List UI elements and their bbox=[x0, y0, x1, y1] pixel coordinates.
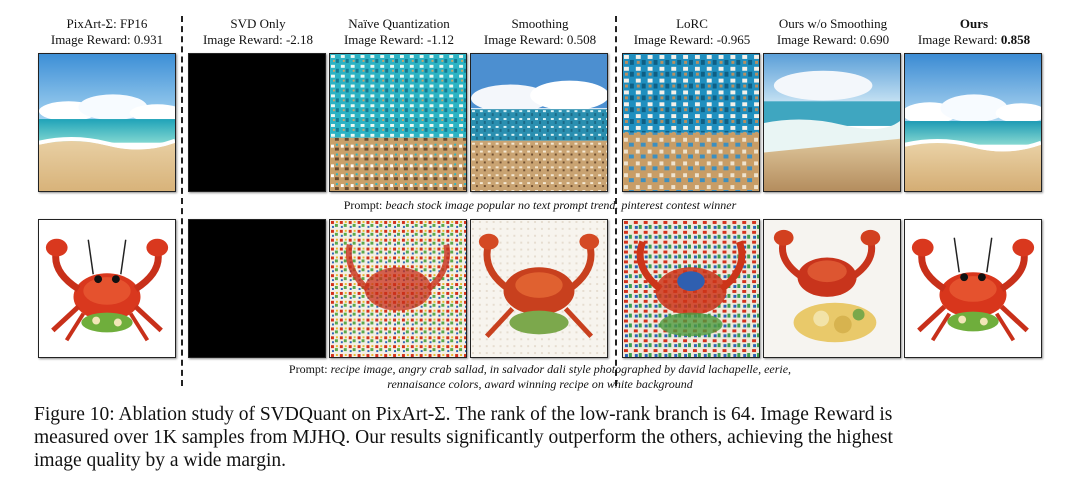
image-beach-naive-quantization bbox=[329, 53, 467, 192]
divider-left bbox=[181, 16, 183, 386]
col-reward: Image Reward: 0.931 bbox=[50, 32, 164, 47]
col-header-svd-only: SVD Only Image Reward: -2.18 bbox=[188, 16, 328, 48]
image-crab-lorc bbox=[622, 219, 760, 358]
image-beach-lorc bbox=[622, 53, 760, 192]
col-reward: Image Reward: -1.12 bbox=[343, 32, 455, 47]
col-title: PixArt-Σ: FP16 bbox=[66, 16, 148, 31]
col-reward: Image Reward: 0.690 bbox=[776, 32, 890, 47]
col-header-naive-quantization: Naïve Quantization Image Reward: -1.12 bbox=[329, 16, 469, 48]
divider-right bbox=[615, 16, 617, 386]
image-crab-fp16 bbox=[38, 219, 176, 358]
col-header-ours: Ours Image Reward: 0.858 bbox=[904, 16, 1044, 48]
col-title: LoRC bbox=[676, 16, 708, 31]
col-header-fp16: PixArt-Σ: FP16 Image Reward: 0.931 bbox=[37, 16, 177, 48]
col-title: SVD Only bbox=[230, 16, 286, 31]
col-title: Ours w/o Smoothing bbox=[778, 16, 888, 31]
image-crab-ours-wo-smoothing bbox=[763, 219, 901, 358]
col-title: Smoothing bbox=[511, 16, 569, 31]
caption-line: image quality by a wide margin. bbox=[34, 450, 286, 471]
image-crab-naive-quantization bbox=[329, 219, 467, 358]
col-reward: Image Reward: 0.508 bbox=[483, 32, 597, 47]
col-header-ours-wo-smoothing: Ours w/o Smoothing Image Reward: 0.690 bbox=[763, 16, 903, 48]
col-reward: Image Reward: -0.965 bbox=[633, 32, 751, 47]
col-reward: Image Reward: -2.18 bbox=[202, 32, 314, 47]
caption-line: Figure 10: Ablation study of SVDQuant on… bbox=[34, 404, 893, 425]
col-header-smoothing: Smoothing Image Reward: 0.508 bbox=[470, 16, 610, 48]
col-reward: Image Reward: 0.858 bbox=[917, 32, 1031, 47]
col-title: Naïve Quantization bbox=[348, 16, 450, 31]
image-beach-ours-wo-smoothing bbox=[763, 53, 901, 192]
col-title: Ours bbox=[959, 16, 989, 31]
image-beach-svd-only bbox=[188, 53, 326, 192]
image-beach-fp16 bbox=[38, 53, 176, 192]
prompt-beach: Prompt: beach stock image popular no tex… bbox=[343, 198, 737, 212]
figure-caption: Figure 10: Ablation study of SVDQuant on… bbox=[34, 403, 1054, 472]
image-crab-svd-only bbox=[188, 219, 326, 358]
caption-line: measured over 1K samples from MJHQ. Our … bbox=[34, 427, 893, 448]
col-header-lorc: LoRC Image Reward: -0.965 bbox=[622, 16, 762, 48]
image-beach-ours bbox=[904, 53, 1042, 192]
image-crab-ours bbox=[904, 219, 1042, 358]
image-crab-smoothing bbox=[470, 219, 608, 358]
prompt-crab: Prompt: recipe image, angry crab sallad,… bbox=[288, 362, 792, 391]
image-beach-smoothing bbox=[470, 53, 608, 192]
